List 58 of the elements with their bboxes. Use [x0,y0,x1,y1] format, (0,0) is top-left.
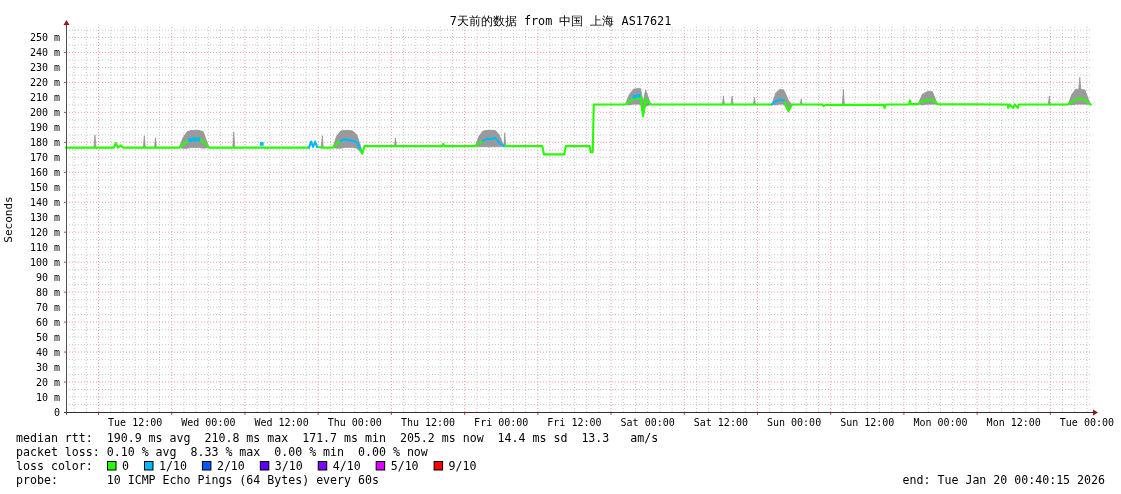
text: end: Tue Jan 20 00:40:15 2026 [902,473,1106,487]
x-tick-label: Tue 12:00 [108,416,163,428]
legend-label: 3/10 [274,459,303,473]
y-tick-label: 110 m [29,241,60,253]
y-tick-label: 180 m [29,136,60,148]
x-tick-label: Sat 12:00 [693,416,748,428]
y-tick-label: 210 m [29,91,60,103]
y-tick-label: 50 m [35,331,60,343]
y-axis-title: Seconds [2,196,15,243]
legend-label: 0 [122,459,129,473]
x-tick-label: Mon 12:00 [986,416,1041,428]
legend-title: loss color: [16,459,93,473]
y-tick-label: 90 m [35,271,60,283]
x-tick-label: Fri 12:00 [547,416,602,428]
y-tick-label: 20 m [35,376,60,388]
y-tick-label: 30 m [35,361,60,373]
point [188,138,192,142]
chart-title: 7天前的数据 from 中国 上海 AS17621 [449,14,672,28]
y-tick-label: 230 m [29,61,60,73]
legend-label: 4/10 [332,459,361,473]
x-tick-label: Wed 12:00 [254,416,309,428]
y-tick-label: 10 m [35,391,60,403]
y-tick-label: 40 m [35,346,60,358]
legend-label: 2/10 [216,459,245,473]
y-tick-label: 70 m [35,301,60,313]
y-tick-label: 140 m [29,196,60,208]
text: packet loss: 0.10 % avg 8.33 % max 0.00 % min 0.00 % now [16,445,428,459]
y-tick-label: 100 m [29,256,60,268]
y-tick-label: 200 m [29,106,60,118]
y-tick-label: 220 m [29,76,60,88]
y-tick-label: 170 m [29,151,60,163]
y-tick-label: 0 [53,406,60,418]
legend-label: 1/10 [158,459,187,473]
text: median rtt: 190.9 ms avg 210.8 ms max 171.7 ms min 205.2 ms now 14.4 ms sd 13.3 am/s [16,431,659,445]
x-tick-label: Sun 12:00 [840,416,895,428]
text: probe: 10 ICMP Echo Pings (64 Bytes) every 60s [16,473,379,487]
x-tick-label: Sun 00:00 [766,416,822,428]
x-tick-label: Fri 00:00 [474,416,529,428]
y-tick-label: 160 m [29,166,60,178]
x-tick-label: Mon 00:00 [913,416,968,428]
x-tick-label: Wed 00:00 [181,416,236,428]
y-tick-label: 130 m [29,211,60,223]
x-tick-label: Thu 12:00 [400,416,456,428]
y-tick-label: 120 m [29,226,60,238]
x-tick-label: Thu 00:00 [327,416,382,428]
y-tick-label: 150 m [29,181,60,193]
y-tick-label: 60 m [35,316,60,328]
x-tick-label: Sat 00:00 [620,416,675,428]
y-tick-label: 80 m [35,286,60,298]
legend-label: 5/10 [390,459,419,473]
point [196,137,201,142]
y-tick-label: 240 m [29,46,60,58]
x-tick-label: Tue 00:00 [1059,416,1115,428]
point [259,141,264,146]
legend-label: 9/10 [448,459,477,473]
y-tick-label: 250 m [29,31,60,43]
point [192,137,197,142]
y-tick-label: 190 m [29,121,60,133]
